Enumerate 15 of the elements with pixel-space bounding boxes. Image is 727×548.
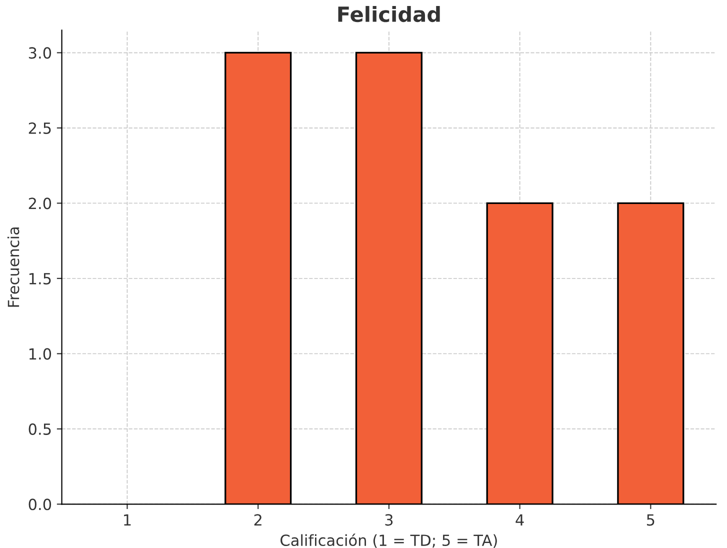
y-tick-label: 1.5 bbox=[29, 273, 51, 284]
y-tick-label: 3.0 bbox=[28, 47, 52, 59]
y-tick-label: 0.0 bbox=[28, 498, 52, 510]
chart-title: Felicidad bbox=[338, 6, 440, 22]
x-tick-label: 3 bbox=[385, 514, 393, 526]
x-tick-label: 1 bbox=[124, 514, 131, 526]
y-tick-label: 2.5 bbox=[28, 122, 51, 134]
y-tick-label: 1.0 bbox=[29, 348, 52, 360]
y-axis-title: Frecuencia bbox=[7, 227, 20, 307]
x-tick-label: 2 bbox=[254, 514, 262, 526]
y-tick-label: 2.0 bbox=[28, 198, 52, 210]
x-tick-label: 4 bbox=[516, 514, 524, 526]
y-tick-label: 0.5 bbox=[28, 423, 51, 435]
x-tick-label: 5 bbox=[646, 514, 654, 526]
x-axis-title: Calificación (1 = TD; 5 = TA) bbox=[280, 534, 497, 548]
